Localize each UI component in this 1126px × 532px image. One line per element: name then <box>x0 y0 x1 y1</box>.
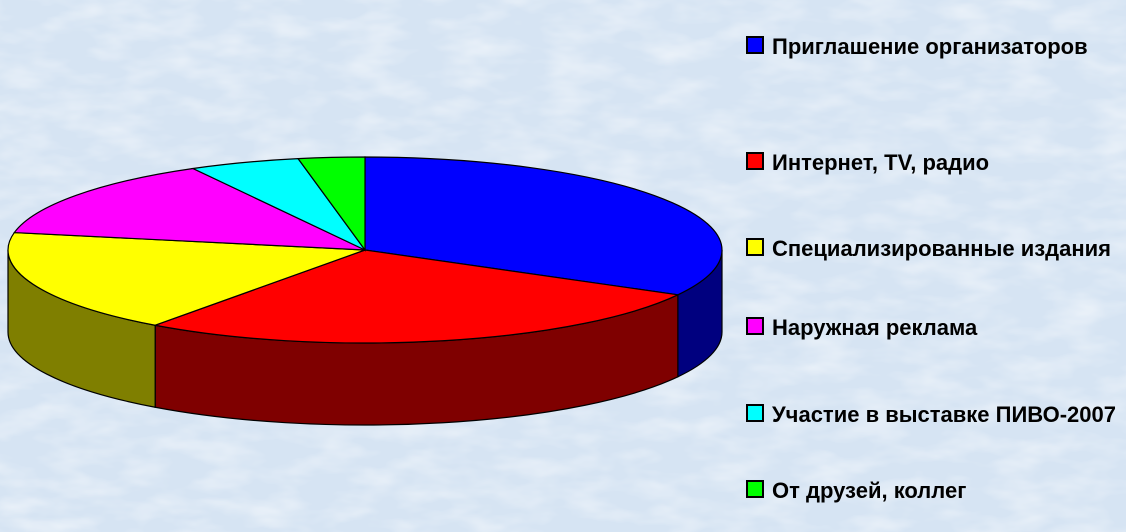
legend-item: Наружная реклама <box>746 311 1126 344</box>
legend-item: Приглашение организаторов <box>746 30 1126 63</box>
pie-slice <box>296 156 366 252</box>
legend-label: Приглашение организаторов <box>772 34 1088 59</box>
legend-label: Наружная реклама <box>772 315 978 340</box>
legend-swatch <box>746 317 764 335</box>
legend-label: Специализированные издания <box>772 236 1112 261</box>
legend-item: Специализированные издания <box>746 232 1126 265</box>
legend-item: Интернет, TV, радио <box>746 146 1126 179</box>
legend-label: Интернет, TV, радио <box>772 150 990 175</box>
legend-label: Участие в выставке ПИВО-2007 <box>772 402 1116 427</box>
legend-swatch <box>746 238 764 256</box>
pie-slice <box>152 249 680 344</box>
pie-slice <box>364 156 723 296</box>
legend-swatch <box>746 480 764 498</box>
pie-slice <box>7 231 366 326</box>
legend-swatch <box>746 36 764 54</box>
legend-label: От друзей, коллег <box>772 478 967 503</box>
pie <box>7 156 723 426</box>
legend-item: Участие в выставке ПИВО-2007 <box>746 398 1126 431</box>
legend-swatch <box>746 404 764 422</box>
pie-slice <box>13 167 366 251</box>
legend-item: От друзей, коллег <box>746 474 1126 507</box>
legend-swatch <box>746 152 764 170</box>
